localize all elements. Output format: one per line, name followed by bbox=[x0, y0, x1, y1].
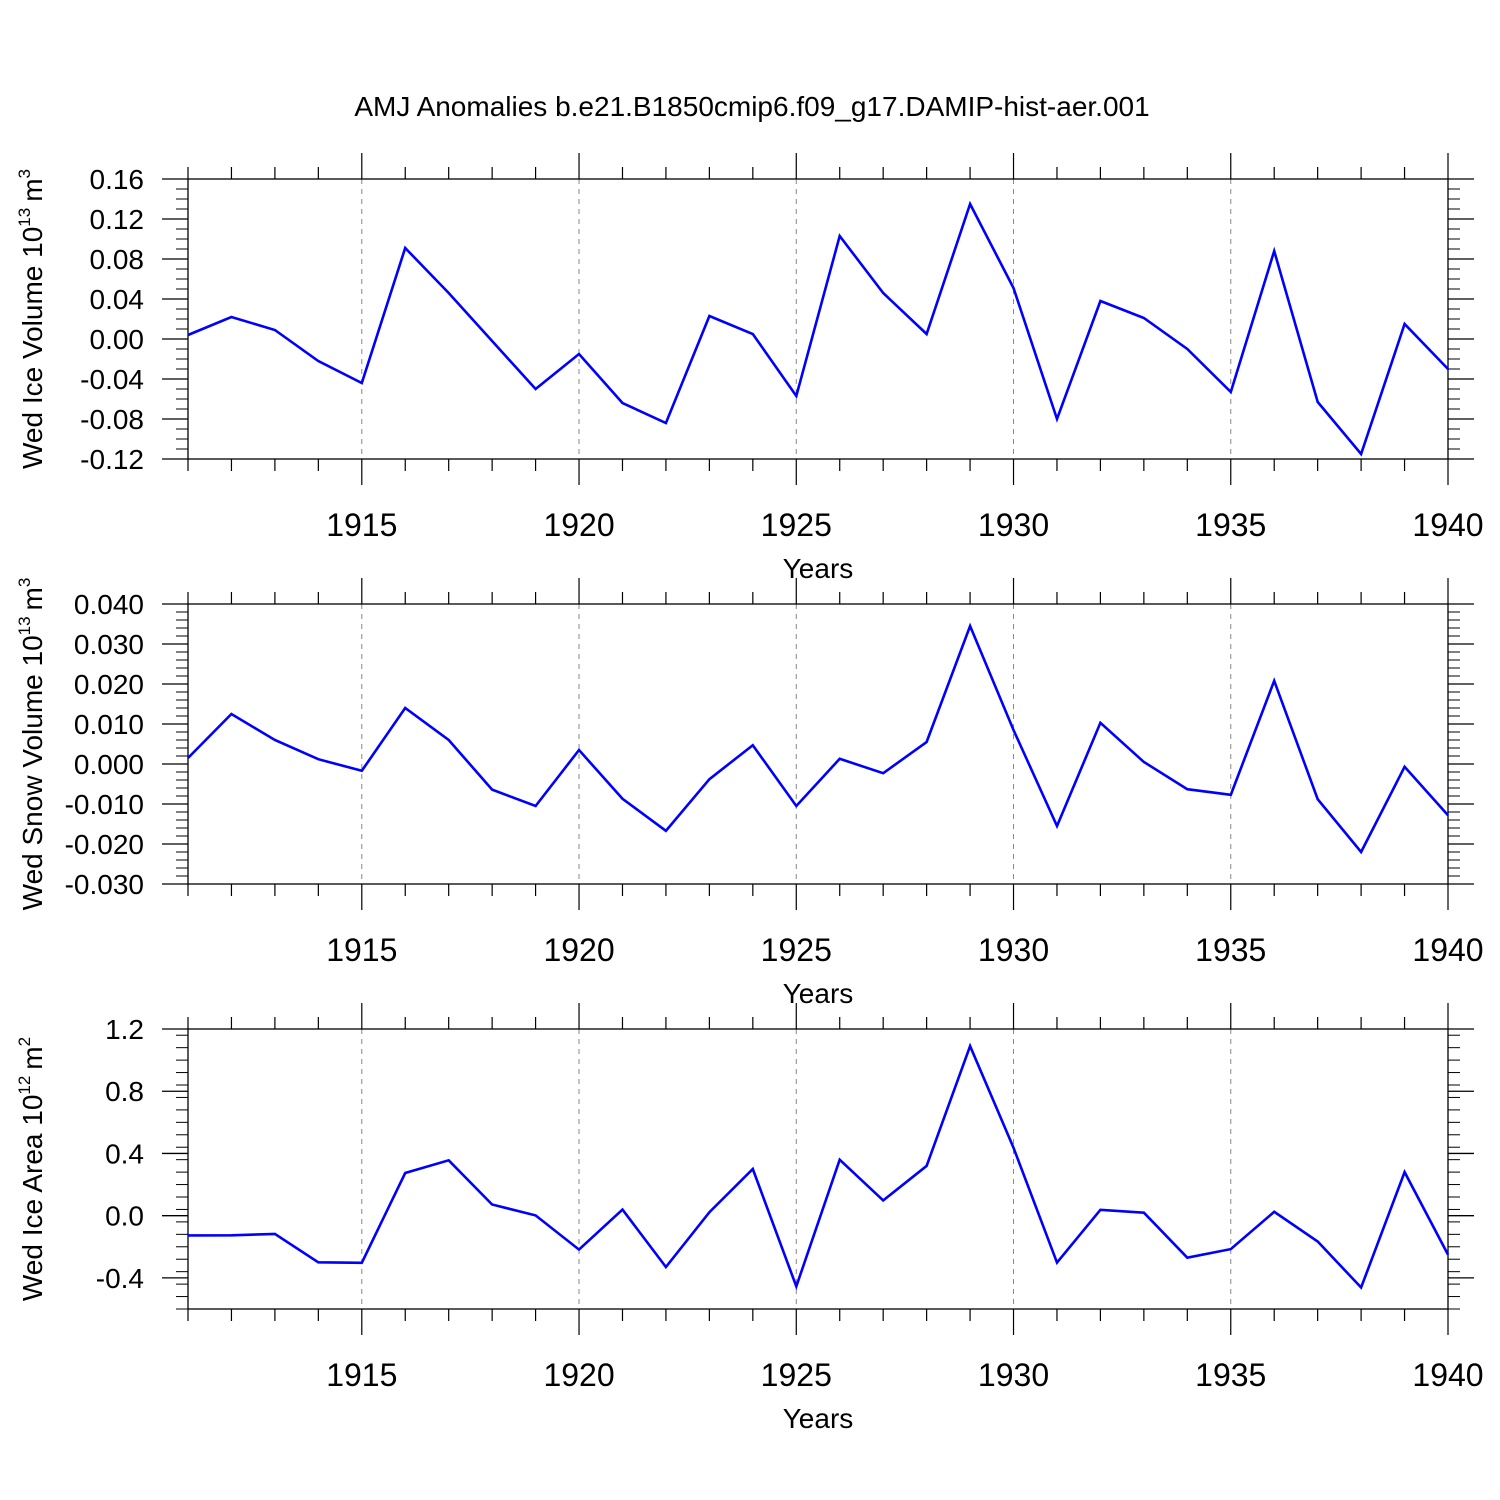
x-tick-label: 1925 bbox=[761, 507, 832, 543]
y-tick-label: 0.12 bbox=[90, 204, 145, 235]
y-tick-label: 0.04 bbox=[90, 284, 145, 315]
series-line bbox=[187, 200, 1449, 457]
x-axis-title: Years bbox=[783, 553, 854, 584]
y-axis-title-unit: m bbox=[17, 178, 48, 201]
panel-3: 1915 1920 1925 1930 1935 1940 Years -0.4 0.0 0.4 0… bbox=[15, 1003, 1484, 1434]
y-tick-label: 0.040 bbox=[74, 589, 144, 620]
x-tick-label: 1915 bbox=[326, 932, 397, 968]
y-tick-label: 0.08 bbox=[90, 244, 145, 275]
series-line bbox=[187, 1042, 1450, 1291]
x-tick-label: 1940 bbox=[1412, 932, 1483, 968]
plot-frame bbox=[187, 603, 1449, 885]
y-tick-label: -0.4 bbox=[96, 1263, 144, 1294]
x-axis-title: Years bbox=[783, 978, 854, 1009]
y-tick-label: 0.0 bbox=[105, 1201, 144, 1232]
y-axis-title-unit-exponent: 3 bbox=[15, 578, 34, 587]
y-axis-title-main: Wed Snow Volume 10 bbox=[17, 635, 48, 910]
y-tick-label: 1.2 bbox=[105, 1014, 144, 1045]
series-line bbox=[187, 622, 1449, 855]
y-axis-title-unit: m bbox=[17, 1046, 48, 1069]
x-tick-label: 1935 bbox=[1195, 1357, 1266, 1393]
y-axis-title: Wed Ice Volume 1013 m3 bbox=[15, 169, 48, 469]
y-axis-title-main: Wed Ice Volume 10 bbox=[17, 227, 48, 469]
x-tick-label: 1940 bbox=[1412, 1357, 1483, 1393]
x-axis-title: Years bbox=[783, 1403, 854, 1434]
y-tick-label: 0.8 bbox=[105, 1076, 144, 1107]
y-tick-label: 0.010 bbox=[74, 709, 144, 740]
x-tick-label: 1935 bbox=[1195, 932, 1266, 968]
x-tick-label: 1940 bbox=[1412, 507, 1483, 543]
x-tick-label: 1920 bbox=[543, 932, 614, 968]
panel-2: 1915 1920 1925 1930 1935 1940 Years -0.030 -0.02… bbox=[15, 578, 1484, 1009]
y-tick-label: 0.000 bbox=[74, 749, 144, 780]
x-tick-label: 1915 bbox=[326, 507, 397, 543]
x-tick-label: 1935 bbox=[1195, 507, 1266, 543]
y-tick-label: 0.00 bbox=[90, 324, 145, 355]
y-tick-label: 0.030 bbox=[74, 629, 144, 660]
y-axis-title-exponent: 12 bbox=[15, 1076, 34, 1095]
x-tick-label: 1930 bbox=[978, 932, 1049, 968]
x-tick-label: 1925 bbox=[761, 932, 832, 968]
y-axis-title-main: Wed Ice Area 10 bbox=[17, 1095, 48, 1302]
y-axis-title: Wed Ice Area 1012 m2 bbox=[15, 1037, 48, 1301]
x-tick-label: 1920 bbox=[543, 1357, 614, 1393]
y-axis-title-exponent: 13 bbox=[15, 208, 34, 227]
y-tick-label: -0.04 bbox=[80, 364, 144, 395]
y-tick-label: 0.16 bbox=[90, 164, 145, 195]
x-tick-label: 1920 bbox=[543, 507, 614, 543]
y-tick-label: -0.12 bbox=[80, 444, 144, 475]
chart-title: AMJ Anomalies b.e21.B1850cmip6.f09_g17.D… bbox=[354, 91, 1149, 122]
y-tick-label: 0.020 bbox=[74, 669, 144, 700]
y-tick-label: -0.030 bbox=[65, 869, 144, 900]
y-tick-label: -0.010 bbox=[65, 789, 144, 820]
y-tick-label: 0.4 bbox=[105, 1138, 144, 1169]
x-tick-label: 1925 bbox=[761, 1357, 832, 1393]
x-tick-label: 1930 bbox=[978, 1357, 1049, 1393]
y-tick-label: -0.020 bbox=[65, 829, 144, 860]
plot-frame bbox=[187, 1028, 1449, 1310]
y-axis-title-unit-exponent: 2 bbox=[15, 1037, 34, 1046]
y-axis-title-exponent: 13 bbox=[15, 616, 34, 635]
y-axis-title-unit: m bbox=[17, 587, 48, 610]
y-tick-label: -0.08 bbox=[80, 404, 144, 435]
y-axis-title: Wed Snow Volume 1013 m3 bbox=[15, 578, 48, 911]
y-axis-title-unit-exponent: 3 bbox=[15, 169, 34, 178]
x-tick-label: 1930 bbox=[978, 507, 1049, 543]
panel-1: 1915 1920 1925 1930 1935 1940 Years -0.12 -0.08 -… bbox=[15, 153, 1484, 584]
x-tick-label: 1915 bbox=[326, 1357, 397, 1393]
